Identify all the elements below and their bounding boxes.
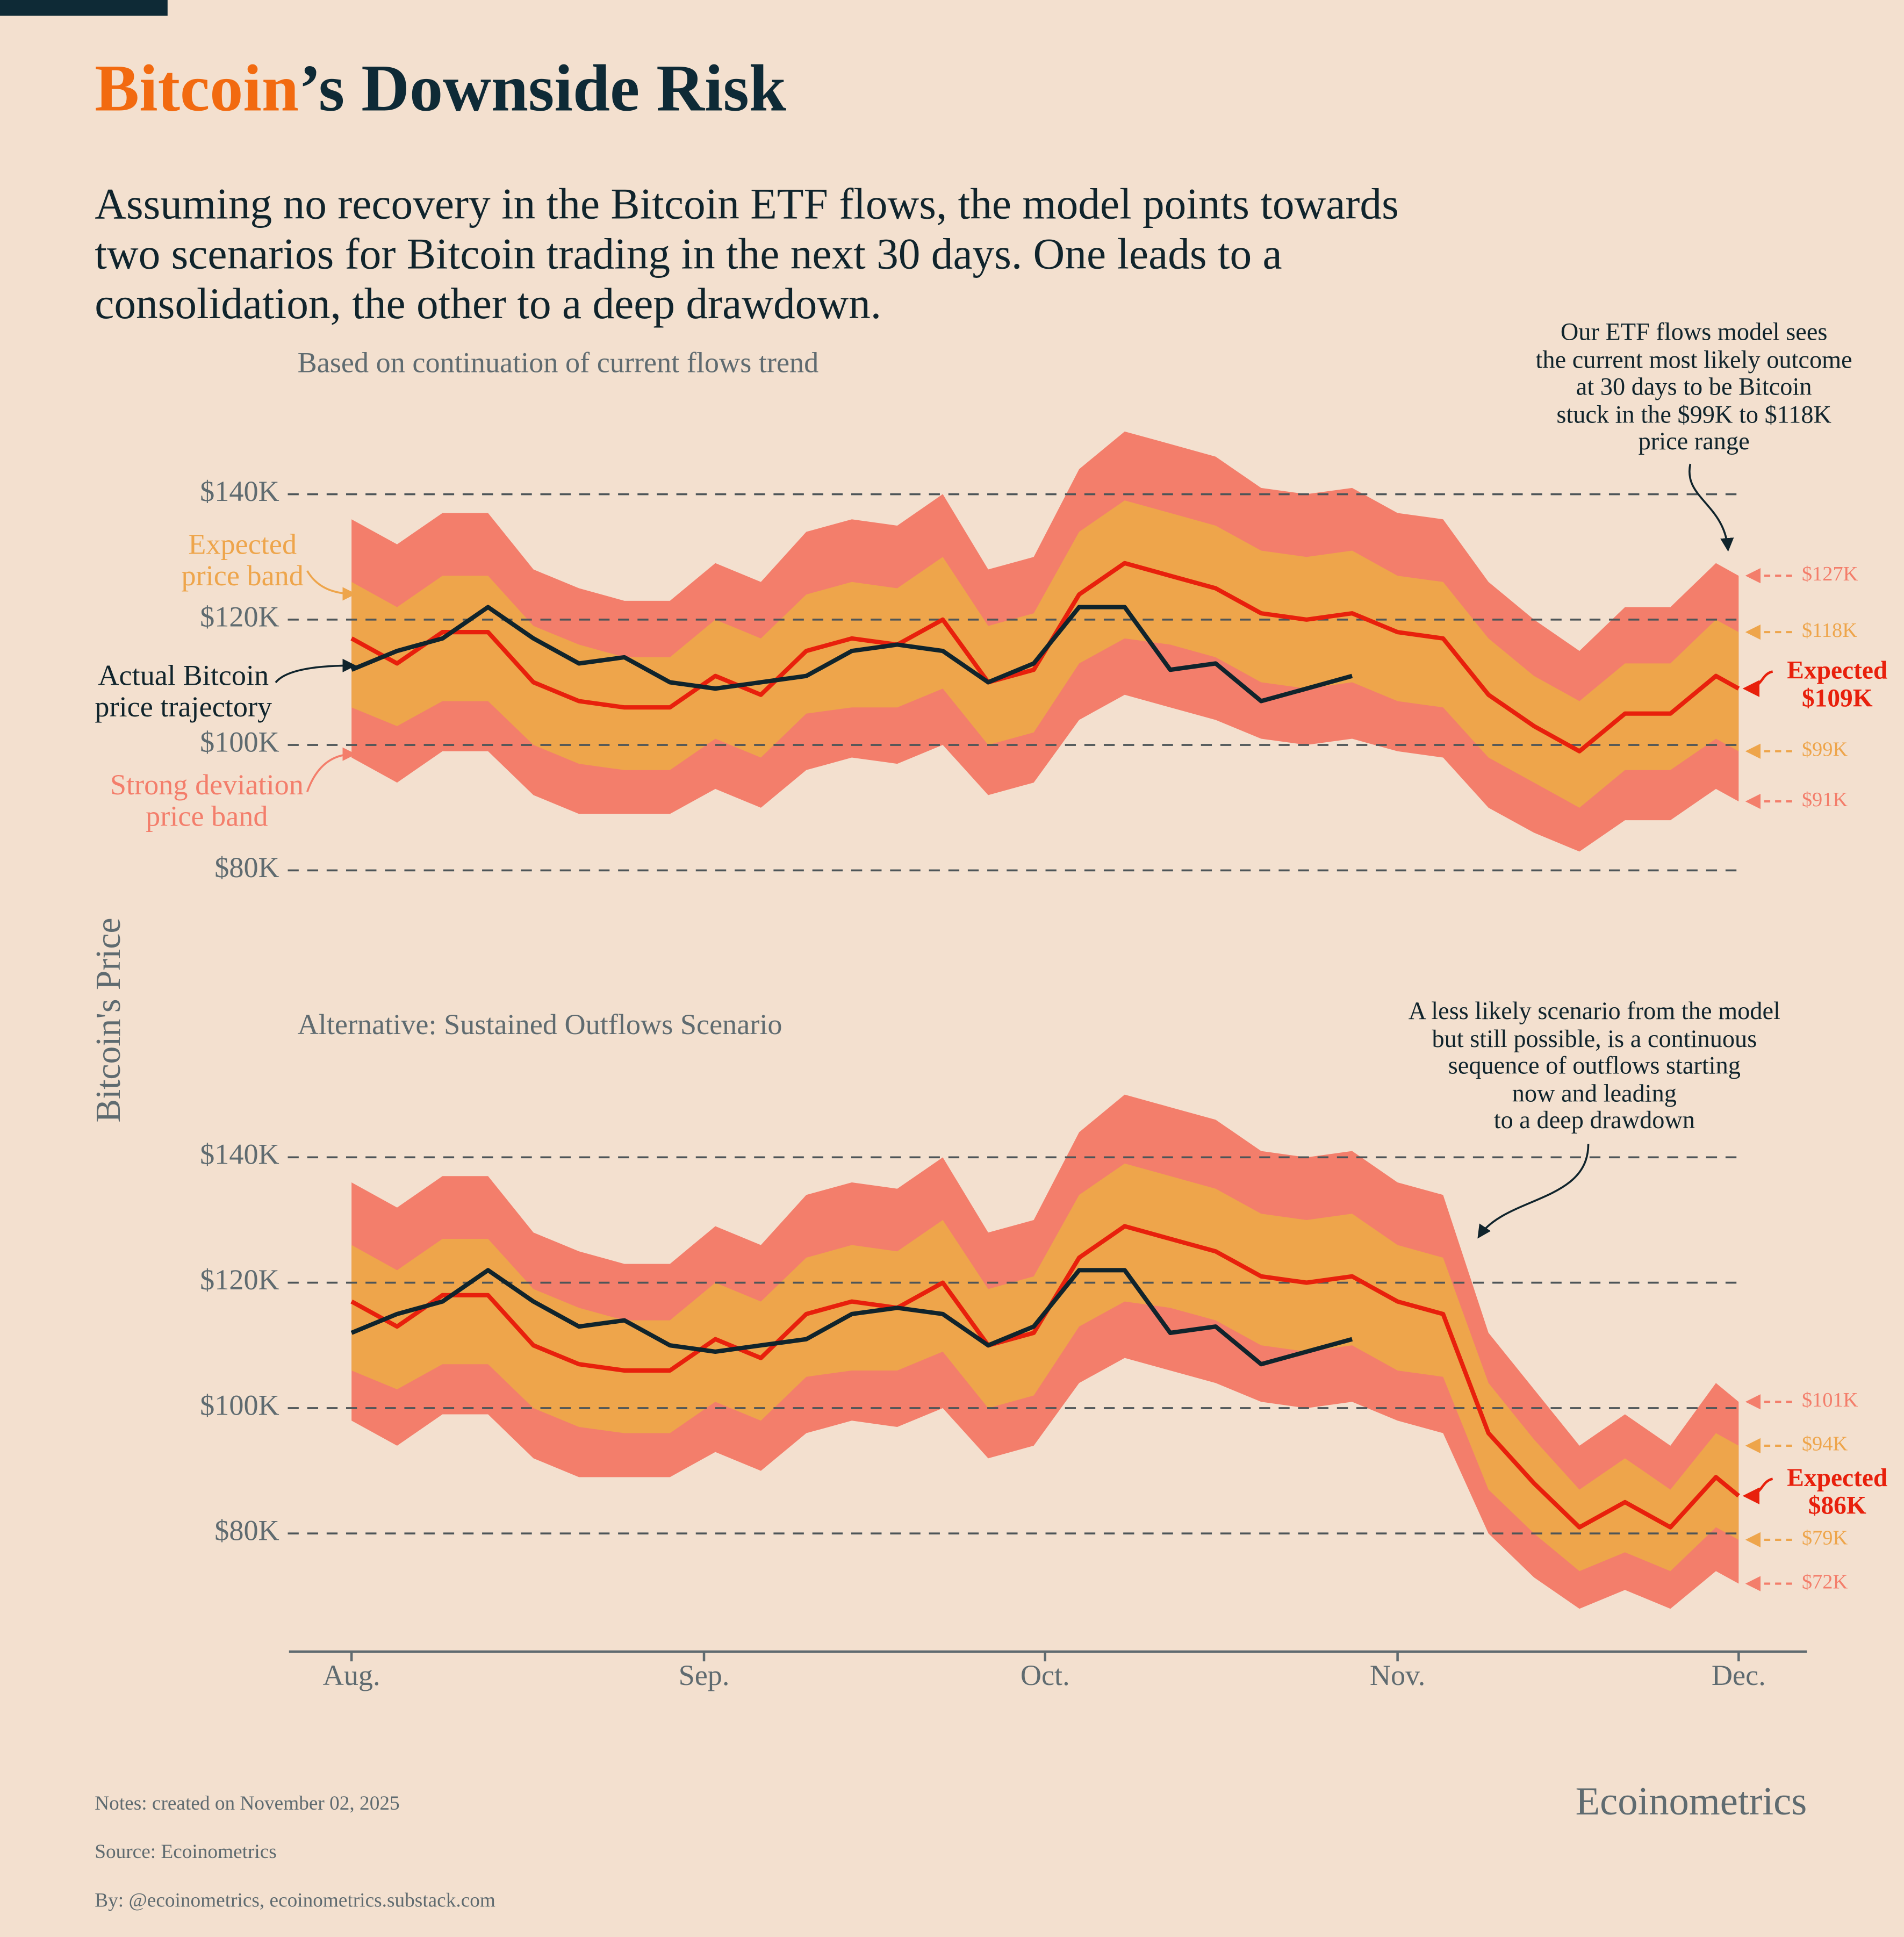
y-tick-label: $100K [200,1389,279,1421]
panel-title: Based on continuation of current flows t… [298,347,819,379]
y-tick-label: $140K [200,1138,279,1171]
end-label: $72K [1802,1570,1848,1593]
brand: Ecoinometrics [1575,1780,1807,1824]
panel-title: Alternative: Sustained Outflows Scenario [298,1008,782,1041]
annotation-arrow [1477,1144,1590,1239]
legend-arrow [306,570,356,601]
x-tick-label: Nov. [1370,1659,1425,1691]
legend-label: Expected price band [181,529,304,593]
note: Source: Ecoinometrics [95,1840,277,1863]
subtitle: Assuming no recovery in the Bitcoin ETF … [95,180,1399,328]
line [350,1268,1353,1367]
y-tick-label: $80K [214,851,279,884]
annotation-arrow [1689,463,1734,552]
legend-arrow [275,658,356,684]
title-highlight: Bitcoin [95,51,299,125]
x-tick-label: Aug. [323,1659,380,1691]
annotation: A less likely scenario from the model bu… [1408,998,1780,1135]
y-tick-label: $100K [200,726,279,758]
end-label: $109K [1802,685,1873,713]
end-label-title: Expected [1787,657,1887,685]
end-label: $127K [1802,563,1858,585]
y-tick-label: $80K [214,1515,279,1547]
end-label: $94K [1802,1433,1848,1455]
annotation: Our ETF flows model sees the current mos… [1535,319,1852,456]
y-tick-label: $140K [200,475,279,507]
y-axis-label: Bitcoin's Price [89,917,128,1122]
note: By: @ecoinometrics, ecoinometrics.substa… [95,1888,495,1912]
title: Bitcoin’s Downside Risk [95,48,786,128]
note: Notes: created on November 02, 2025 [95,1791,400,1814]
end-label: $86K [1808,1492,1866,1520]
x-tick-label: Sep. [679,1659,730,1691]
end-label-title: Expected [1787,1464,1887,1492]
title-rest: ’s Downside Risk [299,51,786,125]
corner-bar [0,0,168,16]
legend-arrow [306,747,356,792]
y-tick-label: $120K [200,600,279,633]
end-label: $91K [1802,788,1848,811]
end-label-arrow [1742,670,1773,697]
line [350,605,1353,704]
end-label: $99K [1802,738,1848,761]
band [351,1163,1739,1572]
end-label: $118K [1802,619,1857,642]
x-tick-label: Oct. [1021,1659,1070,1691]
end-label: $79K [1802,1527,1848,1549]
legend-label: Strong deviation price band [110,770,304,834]
x-tick-label: Dec. [1712,1659,1766,1691]
notes: Notes: created on November 02, 2025 Sour… [95,1767,495,1937]
legend-label: Actual Bitcoin price trajectory [95,661,272,724]
y-tick-label: $120K [200,1264,279,1296]
end-label: $101K [1802,1389,1858,1411]
end-label-arrow [1742,1477,1773,1505]
